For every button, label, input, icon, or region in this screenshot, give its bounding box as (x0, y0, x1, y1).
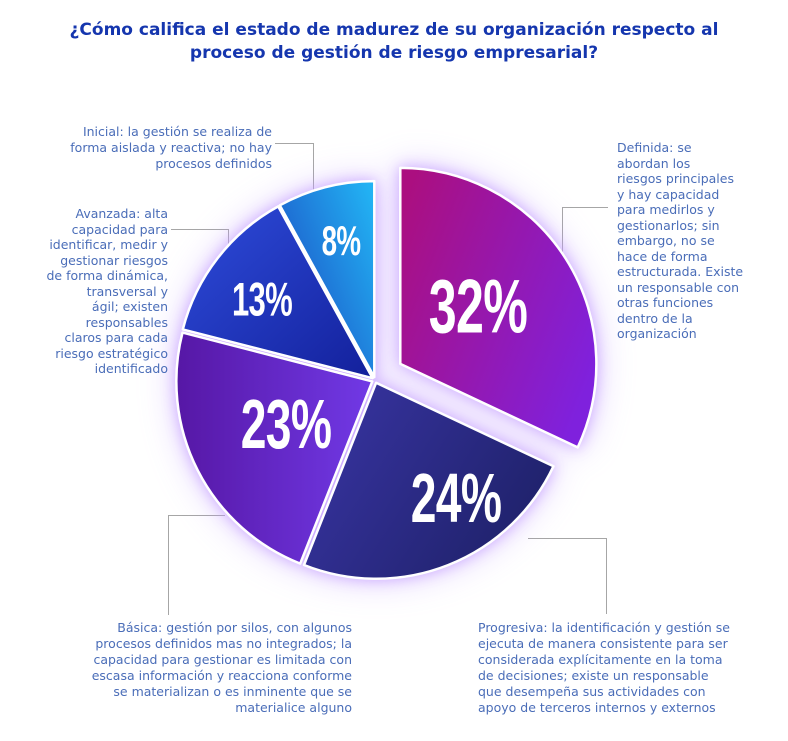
callout-progresiva: Progresiva: la identificación y gestión … (478, 620, 730, 715)
slice-value-avanzada: 13% (231, 272, 293, 326)
chart-title: ¿Cómo califica el estado de madurez de s… (69, 20, 719, 63)
slice-value-inicial: 8% (321, 217, 361, 264)
pie-slice-inicial (278, 179, 376, 379)
callout-connector-definida (562, 207, 608, 254)
pie-slice-progresiva (302, 381, 555, 580)
slice-value-progresiva: 24% (410, 459, 502, 537)
callout-connector-basica (168, 515, 225, 615)
pie-slice-avanzada (181, 205, 374, 380)
callout-connector-progresiva (528, 538, 607, 614)
callout-inicial: Inicial: la gestión se realiza de forma … (70, 124, 272, 171)
callout-definida: Definida: se abordan los riesgos princip… (617, 140, 744, 341)
pie-slice-definida (399, 166, 598, 449)
callout-basica: Básica: gestión por silos, con algunos p… (91, 620, 352, 715)
slice-value-basica: 23% (240, 385, 332, 463)
callout-avanzada: Avanzada: alta capacidad para identifica… (46, 206, 168, 376)
callout-connector-inicial (275, 143, 314, 192)
pie-slice-basica (175, 331, 374, 565)
slice-value-definida: 32% (428, 264, 528, 350)
